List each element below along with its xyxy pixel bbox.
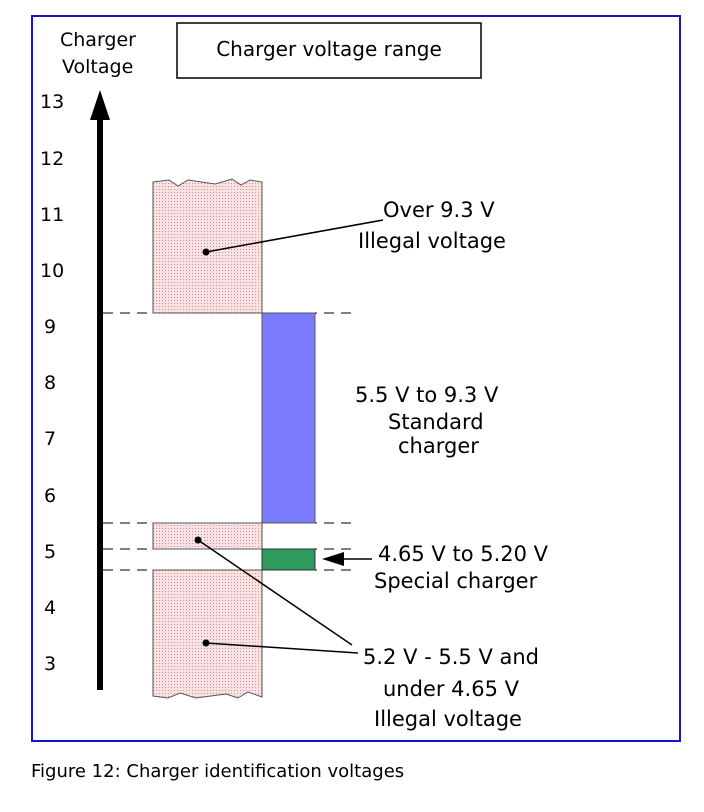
axis-label-line-2: Voltage <box>62 56 134 78</box>
tick-label: 8 <box>44 372 57 394</box>
tick-label: 9 <box>44 316 57 338</box>
axis-label-line-1: Charger <box>60 29 136 51</box>
annotation-standard-line-1: 5.5 V to 9.3 V <box>355 383 499 407</box>
tick-label: 13 <box>40 91 65 113</box>
band-illegal-5.2-5.5 <box>152 522 263 550</box>
leader-dot-illegal-mid <box>194 536 202 544</box>
diagram-frame <box>31 15 681 742</box>
leader-dot-over <box>202 248 210 256</box>
title-box <box>176 22 482 79</box>
annotation-illegal-low-line-1: 5.2 V - 5.5 V and <box>363 645 539 669</box>
band-special <box>261 548 316 571</box>
tick-label: 12 <box>40 148 65 170</box>
annotation-illegal-low-line-3: Illegal voltage <box>374 707 522 731</box>
special-arrowhead <box>322 552 344 566</box>
leader-illegal-mid <box>197 539 353 646</box>
tick-label: 3 <box>44 653 57 675</box>
annotation-over-line-2: Illegal voltage <box>358 229 506 253</box>
tick-label: 6 <box>44 485 57 507</box>
figure-caption: Figure 12: Charger identification voltag… <box>31 761 405 782</box>
tick-label: 5 <box>44 541 57 563</box>
band-under-4.65 <box>152 569 263 699</box>
annotation-over-line-1: Over 9.3 V <box>383 198 495 222</box>
annotation-illegal-low-line-2: under 4.65 V <box>383 677 519 701</box>
annotation-standard-line-3: charger <box>398 434 479 458</box>
band-standard <box>261 312 316 524</box>
annotation-standard-line-2: Standard <box>388 410 484 434</box>
title-box-text: Charger voltage range <box>216 37 442 61</box>
annotation-special-line-1: 4.65 V to 5.20 V <box>378 542 549 566</box>
leader-dot-illegal-low <box>202 639 210 647</box>
tick-label: 7 <box>44 428 57 450</box>
leader-over <box>205 219 384 253</box>
tick-label: 4 <box>44 597 57 619</box>
leader-illegal-low <box>205 642 359 654</box>
band-over-9.3 <box>152 178 263 314</box>
axis-arrowhead <box>90 90 110 120</box>
tick-label: 10 <box>40 260 65 282</box>
tick-label: 11 <box>40 204 65 226</box>
annotation-special-line-2: Special charger <box>374 569 538 593</box>
